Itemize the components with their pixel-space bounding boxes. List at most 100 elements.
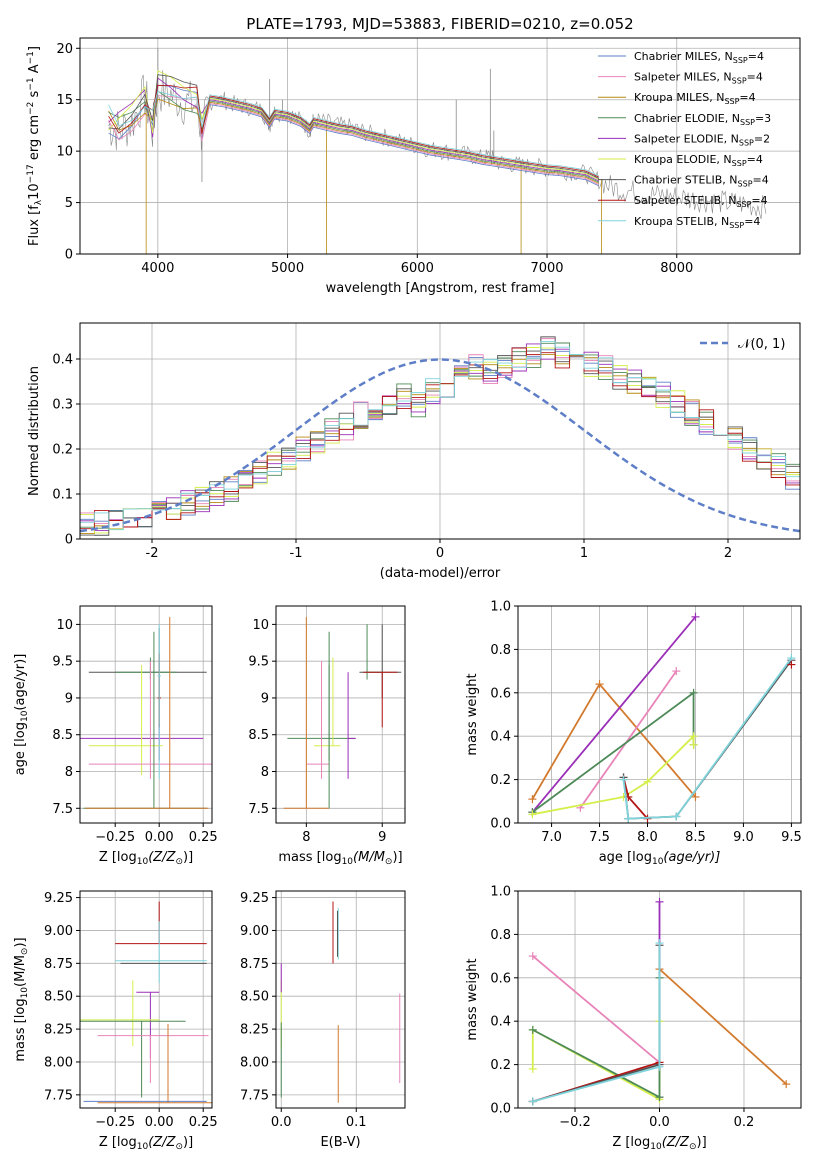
label-part: 10 <box>652 857 664 867</box>
label-part: =2 <box>754 132 770 145</box>
label-part: Chabrier ELODIE, N <box>634 112 740 125</box>
label-part: Normed distribution <box>27 366 42 496</box>
model-spectrum-line <box>108 91 600 177</box>
label-part: age [log <box>599 850 652 865</box>
y-tick-label: 8 <box>261 765 269 780</box>
model-spectrum-line <box>108 84 600 178</box>
series-line <box>579 670 678 809</box>
histogram-step <box>80 342 800 529</box>
x-axis-label: (data-model)/error <box>380 566 501 581</box>
y-tick-label: 5 <box>65 196 73 211</box>
y-tick-label: 10 <box>56 618 73 633</box>
legend-label: Chabrier STELIB, NSSP=4 <box>634 174 769 189</box>
x-tick-label: 1 <box>580 546 588 561</box>
model-spectrum-line <box>108 84 600 187</box>
label-part: SSP <box>729 221 744 230</box>
label-part: −2 <box>26 102 36 115</box>
y-tick-label: 9.5 <box>248 655 269 670</box>
y-axis-label: Normed distribution <box>27 366 42 496</box>
x-axis-label: Z [log10(Z/Z⊙)] <box>99 1135 193 1152</box>
histogram-step <box>80 347 800 534</box>
x-tick-label: 0.0 <box>649 1115 670 1130</box>
x-tick-label: 8 <box>302 830 310 845</box>
legend-label: Kroupa STELIB, NSSP=4 <box>634 215 760 230</box>
label-part: age [log <box>13 722 28 775</box>
label-part: =4 <box>747 153 763 166</box>
legend-label: Chabrier ELODIE, NSSP=3 <box>634 112 771 127</box>
y-tick-label: 0 <box>65 248 73 263</box>
x-tick-label: −0.2 <box>559 1115 591 1130</box>
x-tick-label: 0.25 <box>189 830 218 845</box>
histogram-step <box>80 336 800 536</box>
histogram-step <box>80 347 800 530</box>
x-axis-label: wavelength [Angstrom, rest frame] <box>326 281 555 296</box>
y-tick-label: 0.2 <box>490 773 511 788</box>
x-axis-label: Z [log10(Z/Z⊙)] <box>612 1135 706 1152</box>
label-part: SSP <box>732 77 747 86</box>
label-part: wavelength [Angstrom, rest frame] <box>326 281 555 296</box>
histogram-plot <box>80 336 800 536</box>
y-tick-label: 9.25 <box>240 891 269 906</box>
x-tick-label: 6000 <box>401 261 434 276</box>
label-part: A <box>27 64 42 77</box>
y-tick-label: 8.5 <box>52 728 73 743</box>
y-tick-label: 0.4 <box>490 1015 511 1030</box>
x-tick-label: 7.5 <box>589 830 610 845</box>
label-part: −17 <box>26 164 36 183</box>
x-tick-label: 9.0 <box>733 830 754 845</box>
y-tick-label: 7.5 <box>248 802 269 817</box>
y-tick-label: 0.4 <box>490 730 511 745</box>
x-tick-label: -2 <box>146 546 159 561</box>
label-part: ⊙ <box>689 1142 697 1152</box>
y-tick-label: 0.3 <box>52 398 73 413</box>
label-part: Kroupa ELODIE, N <box>634 153 732 166</box>
mass_vs_ebv-marks <box>280 901 401 1103</box>
x-tick-label: 0.2 <box>734 1115 755 1130</box>
y-tick-label: 8.00 <box>240 1055 269 1070</box>
y-tick-label: 9 <box>65 691 73 706</box>
label-part: ⊙ <box>20 948 30 956</box>
x-tick-label: -1 <box>290 546 303 561</box>
x-axis-label: mass [log10(M/M⊙)] <box>278 850 402 867</box>
x-tick-label: −0.25 <box>95 1115 135 1130</box>
label-part: (M/M <box>353 850 385 865</box>
label-part: SSP <box>739 138 754 147</box>
label-part: ⊙ <box>385 857 393 867</box>
y-axis-label: Flux [fλ10−17 erg cm−2 s−1 A−1] <box>26 46 44 246</box>
label-part: =4 <box>753 174 769 187</box>
legend-label: Salpeter STELIB, NSSP=4 <box>634 194 768 209</box>
spectrum-plot <box>108 48 767 254</box>
label-part: −1 <box>26 77 36 90</box>
x-axis-label: age [log10(age/yr)] <box>599 850 721 867</box>
y-tick-label: 8.25 <box>44 1023 73 1038</box>
y-tick-label: 10 <box>56 145 73 160</box>
x-tick-label: 0.25 <box>189 1115 218 1130</box>
age_vs_Z-marks <box>80 617 212 809</box>
label-part: (age/yr)] <box>663 850 720 865</box>
x-tick-label: 8.5 <box>685 830 706 845</box>
age_vs_mass-marks <box>283 617 402 809</box>
series-line <box>532 943 661 1103</box>
legend-label: Chabrier MILES, NSSP=4 <box>634 50 764 65</box>
y-tick-label: 9.00 <box>240 924 269 939</box>
y-tick-label: 8.75 <box>240 957 269 972</box>
histogram-step <box>80 341 800 531</box>
x-tick-label: −0.25 <box>95 830 135 845</box>
axes-frame <box>79 890 213 1109</box>
label-part: Kroupa STELIB, N <box>634 215 729 228</box>
axes-frame <box>79 605 213 824</box>
label-part: SSP <box>724 97 739 106</box>
y-axis-label: mass [log10(M/M⊙)] <box>13 937 30 1061</box>
label-part: =4 <box>748 50 764 63</box>
y-tick-label: 0.8 <box>490 928 511 943</box>
label-part: Chabrier MILES, N <box>634 50 733 63</box>
label-part: (M/M <box>13 955 28 987</box>
label-part: 10 <box>20 987 30 999</box>
label-part: Flux [f <box>27 205 42 246</box>
x-axis-label: E(B-V) <box>320 1135 360 1150</box>
x-tick-label: 8000 <box>660 261 693 276</box>
x-tick-label: 0 <box>436 546 444 561</box>
label-part: (age/yr)] <box>13 654 28 711</box>
x-tick-label: 4000 <box>141 261 174 276</box>
y-tick-label: 8.50 <box>44 990 73 1005</box>
